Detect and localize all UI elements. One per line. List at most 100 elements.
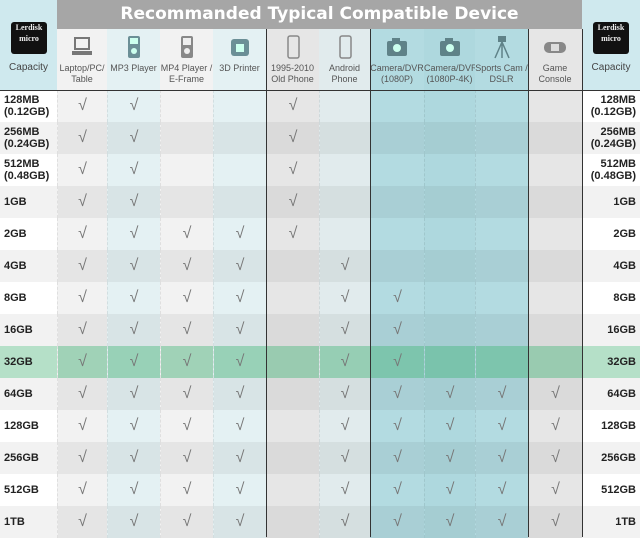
compat-cell	[370, 186, 424, 218]
capacity-right: 256MB (0.24GB)	[582, 122, 640, 154]
compat-cell: √	[319, 282, 370, 314]
check-mark: √	[445, 449, 455, 466]
capacity-right: 1GB	[582, 186, 640, 218]
check-mark: √	[78, 129, 87, 146]
compat-cell	[266, 506, 319, 538]
compat-cell: √	[213, 410, 266, 442]
compat-cell: √	[370, 442, 424, 474]
microsd-card-logo: Lerdisk micro	[11, 22, 47, 54]
table-title: Recommanded Typical Compatible Device	[57, 0, 582, 29]
compat-cell: √	[107, 186, 160, 218]
compat-cell: √	[107, 218, 160, 250]
check-mark: √	[78, 321, 87, 338]
compat-cell: √	[213, 282, 266, 314]
check-mark: √	[235, 481, 245, 498]
check-mark: √	[235, 289, 245, 306]
check-mark: √	[551, 449, 560, 466]
compat-cell: √	[213, 378, 266, 410]
compat-cell: √	[528, 506, 582, 538]
compat-cell: √	[57, 250, 107, 282]
compat-cell	[528, 154, 582, 186]
check-mark: √	[129, 417, 139, 434]
compat-cell: √	[213, 250, 266, 282]
check-mark: √	[340, 513, 350, 530]
column-label: Camera/DVR (1080P)	[370, 63, 424, 84]
check-mark: √	[393, 289, 402, 306]
check-mark: √	[182, 353, 192, 370]
mp4-player-icon	[180, 36, 193, 58]
compat-cell	[424, 154, 475, 186]
check-mark: √	[78, 193, 87, 210]
compat-cell: √	[57, 474, 107, 506]
column-header: Sports Cam / DSLR	[475, 29, 528, 90]
check-mark: √	[340, 257, 350, 274]
check-mark: √	[78, 417, 87, 434]
compat-cell: √	[213, 314, 266, 346]
compat-cell	[475, 122, 528, 154]
compat-cell: √	[160, 282, 213, 314]
capacity-left: 4GB	[0, 250, 57, 282]
column-header: Camera/DVR (1080P-4K)	[424, 29, 478, 90]
3d-printer-icon	[230, 39, 249, 56]
compat-cell: √	[160, 410, 213, 442]
compat-cell: √	[528, 474, 582, 506]
compat-cell	[213, 154, 266, 186]
compat-cell	[319, 186, 370, 218]
capacity-left: 32GB	[0, 346, 57, 378]
compat-cell	[424, 122, 475, 154]
check-mark: √	[235, 513, 245, 530]
capacity-left: 16GB	[0, 314, 57, 346]
compat-cell	[528, 250, 582, 282]
compat-cell: √	[160, 218, 213, 250]
check-mark: √	[78, 289, 87, 306]
compat-cell	[213, 90, 266, 122]
mp3-player-icon	[127, 36, 140, 58]
capacity-right: 512GB	[582, 474, 640, 506]
compat-cell: √	[424, 442, 475, 474]
compat-cell: √	[370, 378, 424, 410]
compat-cell	[424, 346, 475, 378]
compat-cell: √	[424, 474, 475, 506]
compat-cell: √	[266, 218, 319, 250]
compat-cell: √	[370, 282, 424, 314]
compat-cell	[424, 186, 475, 218]
check-mark: √	[340, 449, 350, 466]
compat-cell	[319, 154, 370, 186]
compat-cell	[266, 346, 319, 378]
compat-cell: √	[57, 346, 107, 378]
check-mark: √	[288, 129, 298, 146]
check-mark: √	[129, 481, 139, 498]
compat-cell: √	[57, 90, 107, 122]
capacity-right: 64GB	[582, 378, 640, 410]
check-mark: √	[340, 321, 350, 338]
compat-cell: √	[370, 506, 424, 538]
check-mark: √	[129, 385, 139, 402]
capacity-left: 256GB	[0, 442, 57, 474]
check-mark: √	[393, 385, 402, 402]
compat-cell	[370, 122, 424, 154]
compat-cell: √	[319, 250, 370, 282]
compat-cell	[424, 282, 475, 314]
check-mark: √	[78, 449, 87, 466]
check-mark: √	[497, 449, 507, 466]
column-label: Sports Cam / DSLR	[475, 63, 528, 84]
compat-cell: √	[107, 122, 160, 154]
capacity-right: 128GB	[582, 410, 640, 442]
check-mark: √	[551, 481, 560, 498]
capacity-header-left: Lerdisk micro Capacity	[0, 0, 57, 90]
column-header: Laptop/PC/ Table	[57, 29, 107, 90]
column-label: 1995-2010 Old Phone	[270, 63, 315, 84]
compat-cell	[160, 90, 213, 122]
compat-cell: √	[370, 314, 424, 346]
check-mark: √	[129, 449, 139, 466]
group-divider	[370, 29, 371, 537]
game-console-icon	[544, 42, 566, 53]
compat-cell: √	[57, 154, 107, 186]
compat-cell: √	[107, 506, 160, 538]
check-mark: √	[129, 193, 139, 210]
compat-cell: √	[370, 474, 424, 506]
check-mark: √	[497, 385, 507, 402]
compat-cell: √	[528, 410, 582, 442]
check-mark: √	[78, 161, 87, 178]
column-header: MP3 Player	[107, 29, 160, 90]
